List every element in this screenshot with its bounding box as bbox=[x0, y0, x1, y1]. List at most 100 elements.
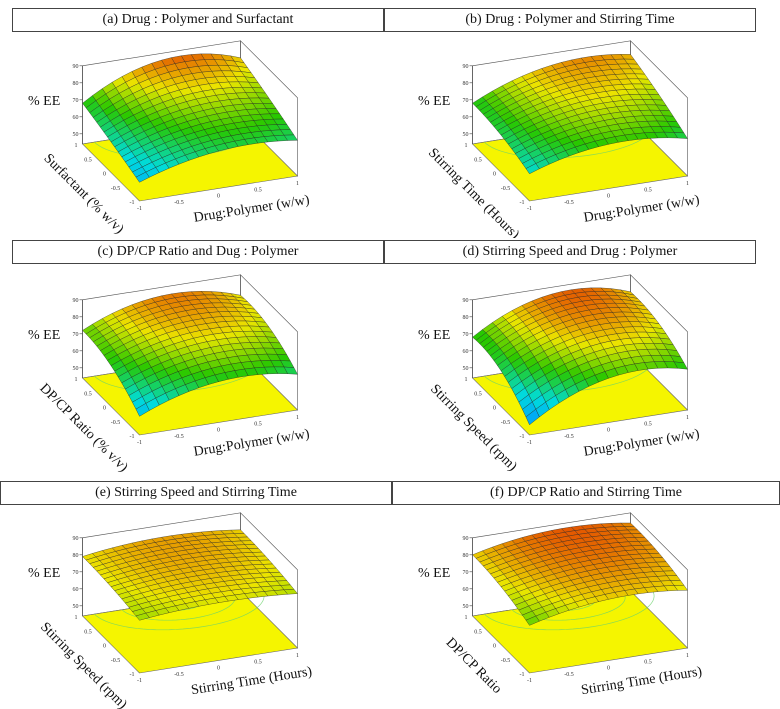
x-tick-label: 0.5 bbox=[254, 659, 262, 665]
x-tick-label: 1 bbox=[686, 415, 689, 421]
x-tick-label: -0.5 bbox=[174, 200, 184, 206]
y-tick-label: 0 bbox=[493, 644, 496, 650]
y-tick-label: -1 bbox=[520, 200, 525, 206]
z-tick-label: 80 bbox=[463, 315, 469, 321]
x-axis-label: Drug:Polymer (w/w) bbox=[193, 427, 311, 460]
x-tick-label: -0.5 bbox=[564, 672, 574, 678]
z-axis-label: % EE bbox=[28, 328, 60, 343]
z-tick-label: 90 bbox=[73, 298, 79, 304]
y-tick-label: 1 bbox=[465, 615, 468, 621]
x-tick-label: 0 bbox=[217, 428, 220, 434]
floor-contour-line bbox=[94, 587, 265, 631]
y-tick-label: -0.5 bbox=[111, 186, 121, 192]
z-tick-label: 80 bbox=[73, 553, 79, 559]
y-tick-label: 0.5 bbox=[474, 391, 482, 397]
surface-cell bbox=[135, 403, 150, 417]
y-tick-label: -0.5 bbox=[501, 658, 511, 664]
x-tick-label: 1 bbox=[296, 415, 299, 421]
y-tick-label: 0 bbox=[103, 644, 106, 650]
z-tick-label: 80 bbox=[73, 81, 79, 87]
x-axis-label: Drug:Polymer (w/w) bbox=[193, 193, 311, 226]
z-tick-label: 70 bbox=[463, 570, 469, 576]
x-tick-label: -0.5 bbox=[564, 200, 574, 206]
z-tick-label: 60 bbox=[73, 349, 79, 355]
y-tick-label: 0.5 bbox=[84, 629, 92, 635]
x-tick-label: 0 bbox=[217, 194, 220, 200]
x-tick-label: -1 bbox=[527, 678, 532, 684]
surface-plot-c: 50 60 70 80 90 -1 -0.5 0 0.5 1 -1 -0.5 0 0.5 1 % EE Drug… bbox=[28, 274, 311, 472]
x-tick-label: -0.5 bbox=[174, 672, 184, 678]
y-tick-label: 1 bbox=[75, 615, 78, 621]
z-tick-label: 70 bbox=[463, 98, 469, 104]
y-tick-label: -0.5 bbox=[501, 186, 511, 192]
surface-plot-e: 50 60 70 80 90 -1 -0.5 0 0.5 1 -1 -0.5 0 0.5 1 % EE Stir… bbox=[28, 512, 313, 709]
x-axis-label: Drug:Polymer (w/w) bbox=[583, 193, 701, 226]
surface-cell bbox=[525, 408, 540, 426]
surface-plot-a: 50 60 70 80 90 -1 -0.5 0 0.5 1 -1 -0.5 0 0.5 1 % EE Drug… bbox=[28, 40, 311, 237]
x-tick-label: -1 bbox=[137, 678, 142, 684]
y-tick-label: -1 bbox=[130, 434, 135, 440]
z-tick-label: 60 bbox=[73, 115, 79, 121]
x-tick-label: -1 bbox=[137, 206, 142, 212]
y-tick-label: 0 bbox=[493, 406, 496, 412]
y-tick-label: 0 bbox=[103, 172, 106, 178]
floor-contour-line bbox=[484, 587, 655, 631]
y-tick-label: 0.5 bbox=[474, 629, 482, 635]
panel-f-title: (f) DP/CP Ratio and Stirring Time bbox=[392, 481, 780, 505]
panel-d-title: (d) Stirring Speed and Drug : Polymer bbox=[384, 240, 756, 264]
surface-cell bbox=[525, 615, 540, 626]
z-tick-label: 70 bbox=[73, 570, 79, 576]
y-tick-label: -1 bbox=[130, 200, 135, 206]
x-tick-label: 1 bbox=[296, 653, 299, 659]
z-tick-label: 80 bbox=[73, 315, 79, 321]
surface-cell bbox=[135, 612, 150, 621]
z-axis-label: % EE bbox=[418, 328, 450, 343]
y-tick-label: 0.5 bbox=[84, 391, 92, 397]
panel-a-title: (a) Drug : Polymer and Surfactant bbox=[12, 8, 384, 32]
z-tick-label: 60 bbox=[463, 115, 469, 121]
x-tick-label: -1 bbox=[527, 206, 532, 212]
x-tick-label: 0 bbox=[607, 666, 610, 672]
x-tick-label: 1 bbox=[686, 653, 689, 659]
surface-plot-b: 50 60 70 80 90 -1 -0.5 0 0.5 1 -1 -0.5 0 0.5 1 % EE Drug… bbox=[418, 40, 701, 238]
z-tick-label: 60 bbox=[463, 587, 469, 593]
x-tick-label: 1 bbox=[686, 181, 689, 187]
x-tick-label: -0.5 bbox=[174, 434, 184, 440]
y-tick-label: -1 bbox=[520, 672, 525, 678]
z-axis-label: % EE bbox=[418, 566, 450, 581]
z-axis-label: % EE bbox=[28, 566, 60, 581]
surface-plot-f: 50 60 70 80 90 -1 -0.5 0 0.5 1 -1 -0.5 0 0.5 1 % EE Stir… bbox=[418, 512, 703, 698]
panel-e-title: (e) Stirring Speed and Stirring Time bbox=[0, 481, 392, 505]
z-tick-label: 80 bbox=[463, 553, 469, 559]
x-tick-label: 1 bbox=[296, 181, 299, 187]
x-tick-label: 0 bbox=[607, 428, 610, 434]
x-tick-label: 0.5 bbox=[254, 421, 262, 427]
y-tick-label: 0.5 bbox=[84, 157, 92, 163]
z-tick-label: 50 bbox=[73, 366, 79, 372]
x-axis-label: Drug:Polymer (w/w) bbox=[583, 427, 701, 460]
surface-plot-d: 50 60 70 80 90 -1 -0.5 0 0.5 1 -1 -0.5 0 0.5 1 % EE Drug… bbox=[418, 274, 701, 472]
x-axis-label: Stirring Time (Hours) bbox=[580, 664, 703, 698]
y-tick-label: 1 bbox=[465, 377, 468, 383]
y-tick-label: 0.5 bbox=[474, 157, 482, 163]
z-tick-label: 50 bbox=[463, 132, 469, 138]
z-axis-label: % EE bbox=[418, 94, 450, 109]
y-tick-label: 0 bbox=[103, 406, 106, 412]
z-tick-label: 50 bbox=[463, 366, 469, 372]
x-tick-label: -1 bbox=[137, 440, 142, 446]
y-tick-label: 1 bbox=[75, 377, 78, 383]
z-tick-label: 80 bbox=[463, 81, 469, 87]
z-tick-label: 50 bbox=[463, 604, 469, 610]
z-tick-label: 50 bbox=[73, 132, 79, 138]
x-tick-label: -1 bbox=[527, 440, 532, 446]
x-tick-label: 0 bbox=[607, 194, 610, 200]
y-tick-label: -1 bbox=[520, 434, 525, 440]
z-axis-label: % EE bbox=[28, 94, 60, 109]
z-tick-label: 90 bbox=[463, 64, 469, 70]
x-axis-label: Stirring Time (Hours) bbox=[190, 664, 313, 698]
z-tick-label: 90 bbox=[463, 298, 469, 304]
z-tick-label: 50 bbox=[73, 604, 79, 610]
panel-b-title: (b) Drug : Polymer and Stirring Time bbox=[384, 8, 756, 32]
surface-cell bbox=[525, 163, 540, 175]
